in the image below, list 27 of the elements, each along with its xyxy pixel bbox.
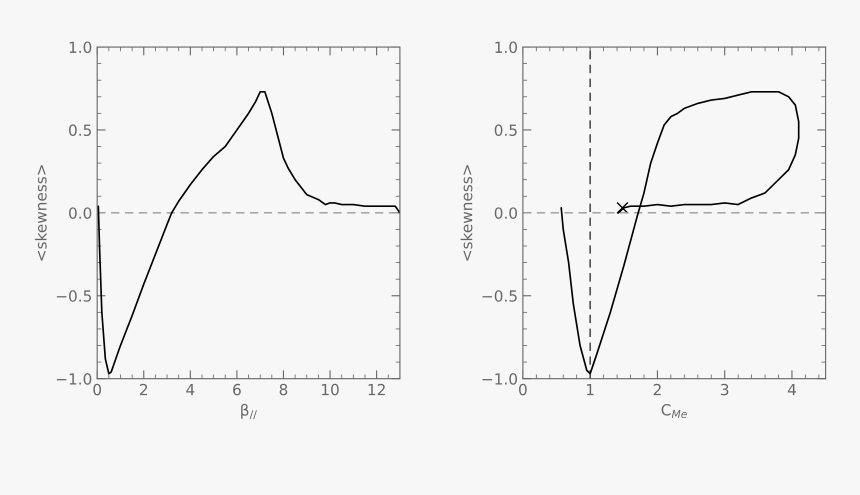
x-tick-label: 10 — [322, 384, 339, 396]
y-tick-label: 0.0 — [494, 207, 518, 219]
x-tick-label: 1 — [586, 384, 594, 396]
x-tick-label: 6 — [233, 384, 241, 396]
y-tick-label: 0.0 — [69, 207, 92, 219]
x-tick-label: 2 — [140, 384, 148, 396]
y-tick-label: −1.0 — [56, 373, 92, 385]
x-tick-label: 2 — [654, 384, 661, 396]
x-tick-label: 4 — [788, 384, 796, 396]
y-axis-title: <skewness> — [460, 165, 472, 261]
y-axis-title: <skewness> — [34, 165, 47, 261]
x-axis-title: β$_{//}$ — [241, 404, 257, 420]
y-tick-label: 0.5 — [494, 124, 517, 136]
y-tick-label: 0.5 — [69, 124, 91, 136]
y-tick-label: 1.0 — [495, 41, 518, 54]
x-tick-label: 3 — [721, 384, 728, 396]
x-tick-label: 0 — [93, 384, 102, 396]
x-tick-label: 0 — [519, 384, 527, 396]
x-tick-label: 8 — [280, 384, 288, 396]
x-tick-label: 4 — [186, 384, 194, 396]
y-tick-label: −0.5 — [56, 290, 91, 302]
x-tick-label: 12 — [368, 384, 385, 396]
y-tick-label: 1.0 — [70, 41, 92, 54]
y-tick-label: −0.5 — [482, 290, 517, 302]
x-axis-title: C$_{Me}$ — [662, 404, 687, 418]
y-tick-label: −1.0 — [482, 373, 518, 385]
line-series — [98, 90, 400, 375]
